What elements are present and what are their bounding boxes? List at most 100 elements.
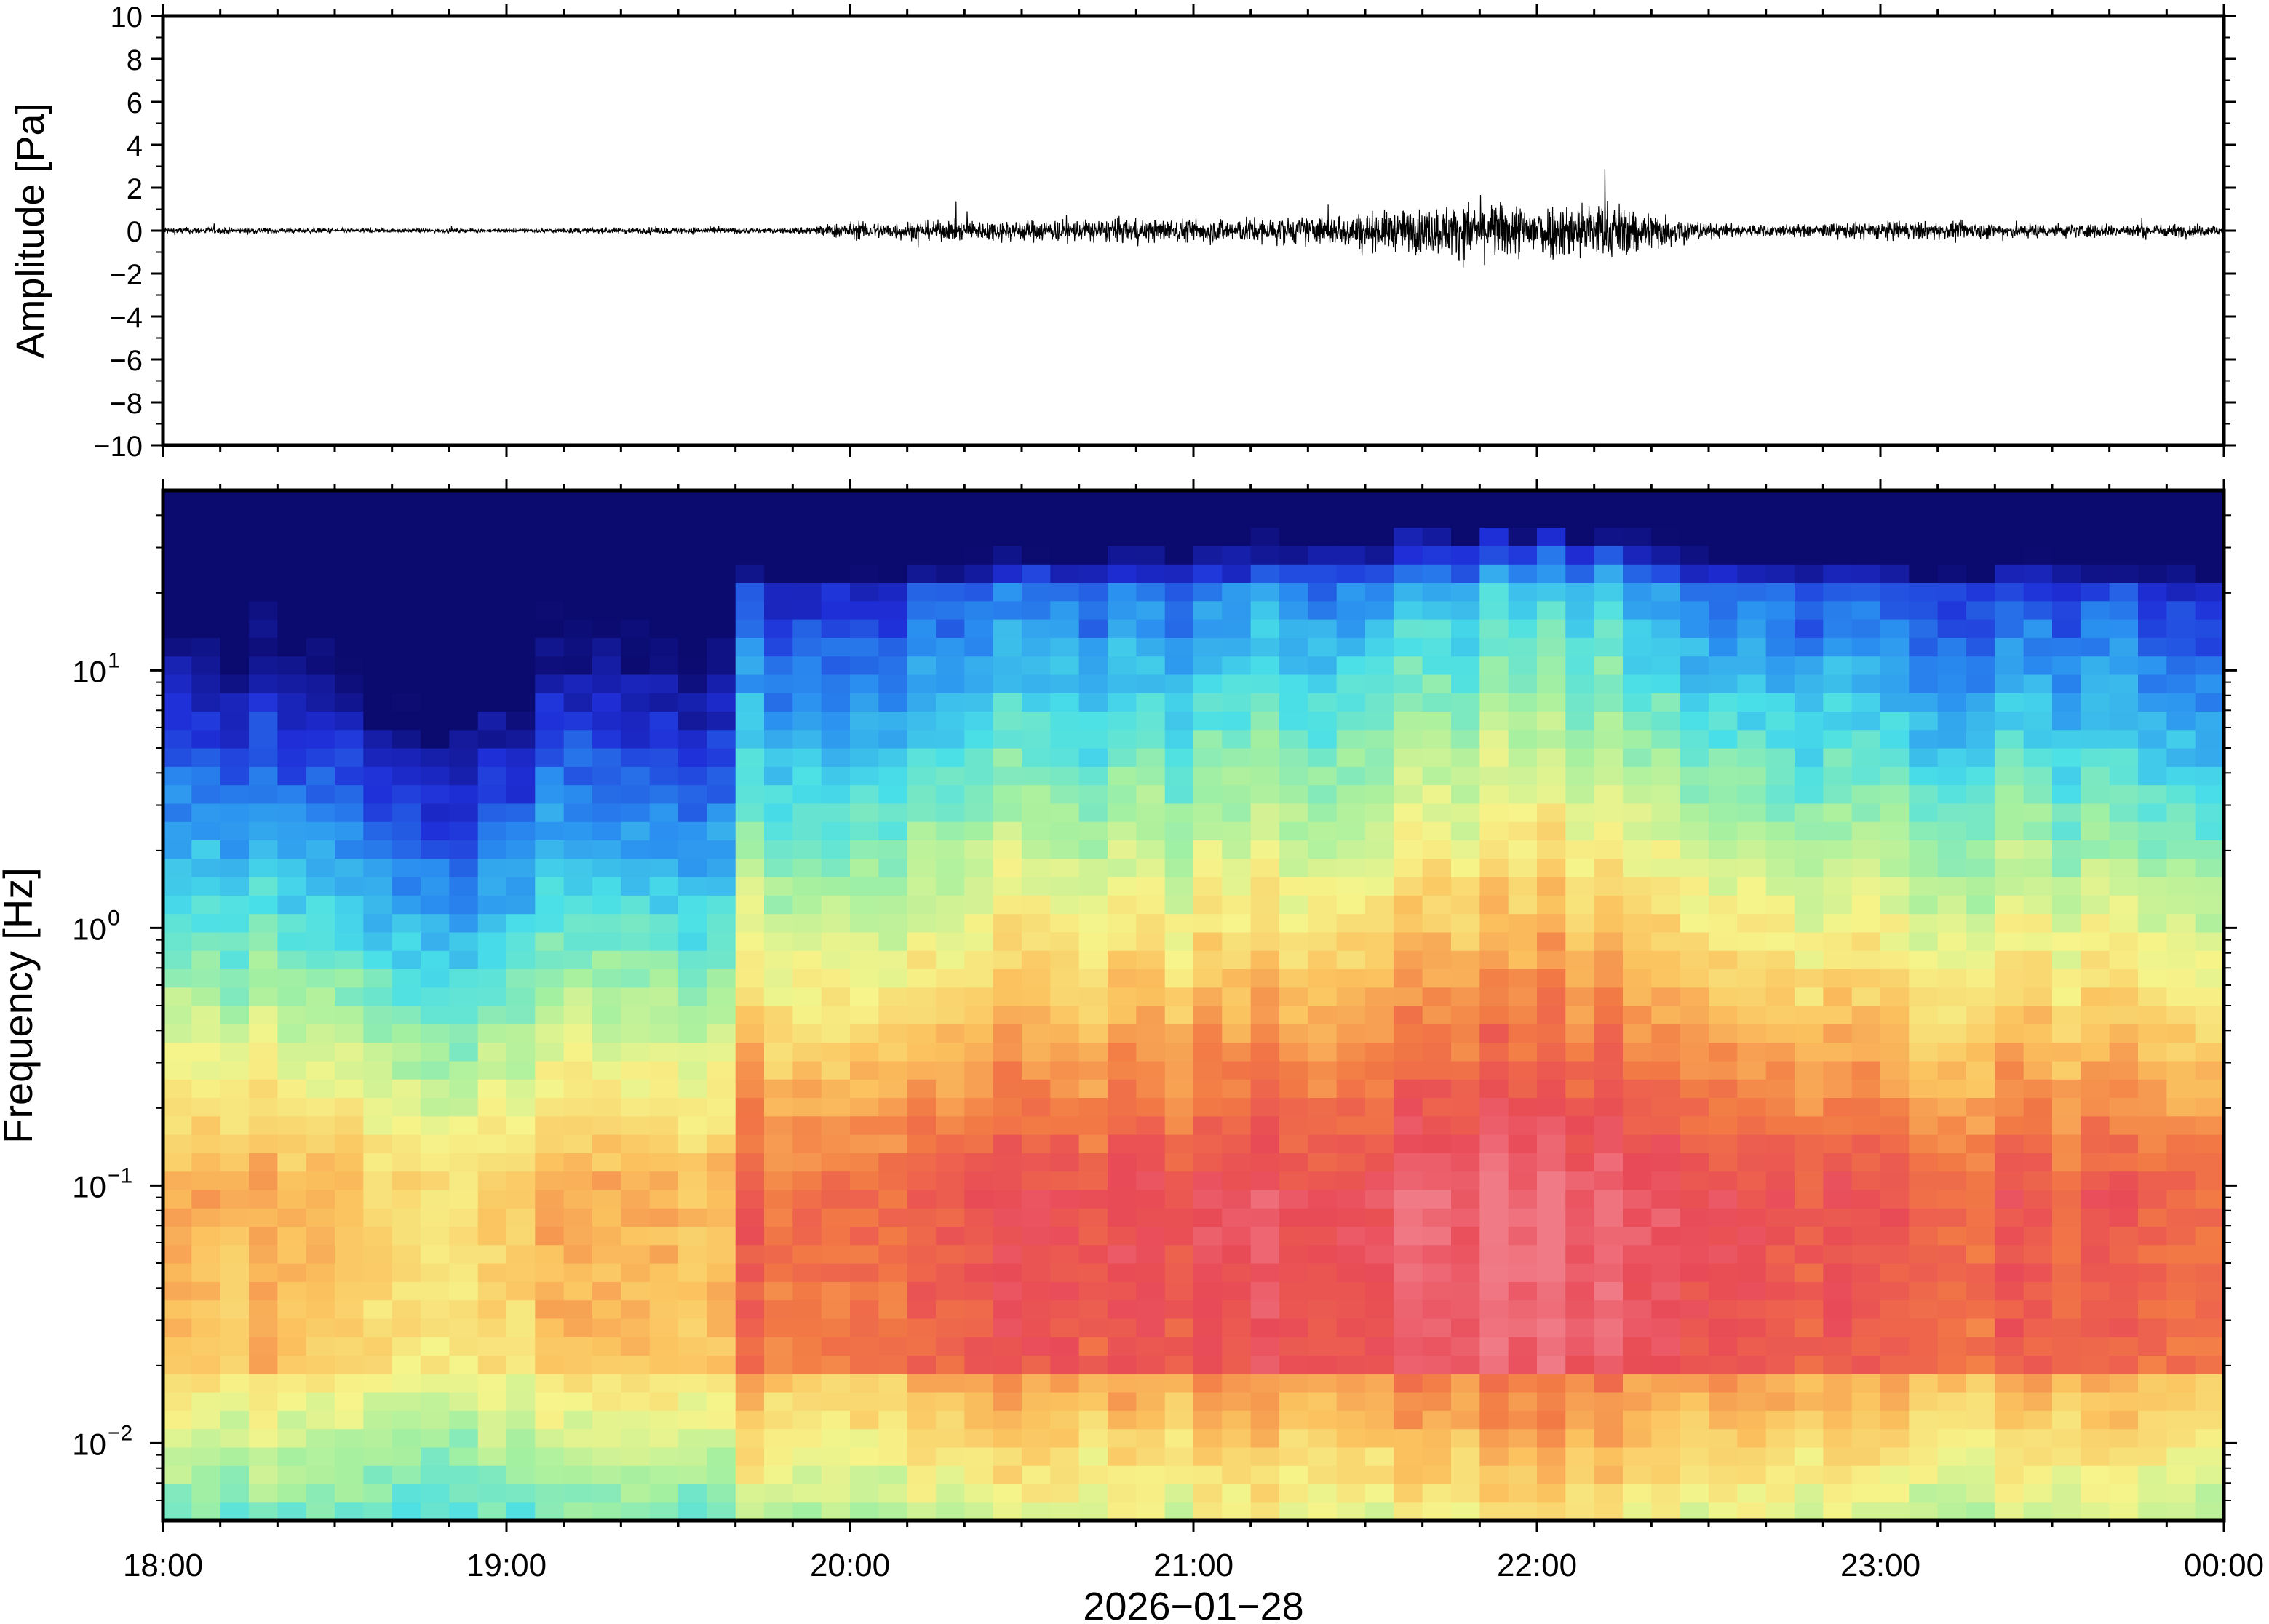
spectrogram-cell	[1995, 1502, 2024, 1521]
spectrogram-cell	[2109, 1134, 2139, 1153]
spectrogram-cell	[163, 1318, 192, 1337]
spectrogram-cell	[1222, 674, 1252, 693]
spectrogram-cell	[1022, 1392, 1051, 1411]
spectrogram-cell	[764, 1171, 793, 1190]
spectrogram-cell	[878, 1373, 908, 1393]
spectrogram-cell	[878, 582, 908, 602]
spectrogram-cell	[993, 931, 1022, 951]
spectrogram-cell	[1308, 1465, 1338, 1484]
spectrogram-cell	[764, 693, 793, 712]
spectrogram-cell	[506, 1337, 536, 1356]
spectrogram-cell	[1050, 600, 1080, 620]
spectrogram-cell	[191, 858, 221, 877]
spectrogram-cell	[1164, 931, 1194, 951]
spectrogram-cell	[191, 1226, 221, 1246]
spectrogram-cell	[421, 1153, 450, 1172]
spectrogram-cell	[936, 711, 965, 731]
spectrogram-cell	[2023, 748, 2053, 767]
spectrogram-cell	[2052, 877, 2081, 896]
spectrogram-cell	[277, 619, 307, 638]
spectrogram-cell	[1565, 711, 1595, 731]
spectrogram-cell	[1909, 1446, 1939, 1466]
spectrogram-cell	[1880, 1006, 1910, 1024]
spectrogram-cell	[163, 656, 192, 675]
spectrogram-cell	[2081, 1410, 2110, 1430]
spectrogram-cell	[1279, 582, 1308, 602]
spectrogram-cell	[1909, 527, 1939, 546]
spectrogram-cell	[363, 637, 393, 657]
spectrogram-cell	[1680, 1097, 1709, 1117]
spectrogram-cell	[2052, 490, 2081, 509]
spectrogram-cell	[2052, 1226, 2081, 1246]
spectrogram-cell	[707, 711, 736, 731]
spectrogram-cell	[563, 545, 593, 565]
spectrogram-cell	[1050, 1446, 1080, 1466]
spectrogram-cell	[1737, 693, 1767, 712]
spectrogram-cell	[2195, 582, 2224, 602]
spectrogram-cell	[1108, 527, 1137, 546]
spectrogram-cell	[649, 490, 679, 509]
spectrogram-cell	[821, 711, 851, 731]
spectrogram-cell	[621, 1318, 651, 1337]
spectrogram-cell	[621, 1226, 651, 1246]
spectrogram-cell	[535, 1006, 565, 1024]
spectrogram-cell	[1394, 1115, 1423, 1135]
spectrogram-cell	[2138, 1079, 2167, 1098]
spectrogram-cell	[764, 1392, 793, 1411]
spectrogram-cell	[1193, 1060, 1223, 1080]
spectrogram-cell	[907, 840, 937, 859]
spectrogram-cell	[563, 1281, 593, 1301]
spectrogram-cell	[1765, 619, 1795, 638]
spectrogram-cell	[1078, 1134, 1108, 1153]
spectrogram-cell	[1651, 1263, 1681, 1282]
spectrogram-cell	[249, 766, 278, 786]
spectrogram-cell	[1308, 1410, 1338, 1430]
spectrogram-cell	[964, 600, 994, 620]
spectrogram-cell	[850, 913, 879, 933]
spectrogram-cell	[1394, 1337, 1423, 1356]
spectrogram-cell	[1709, 582, 1738, 602]
spectrogram-cell	[2081, 1042, 2110, 1062]
spectrogram-cell	[1823, 1337, 1853, 1356]
spectrogram-cell	[649, 656, 679, 675]
spectrogram-cell	[993, 821, 1022, 840]
spectrogram-cell	[1365, 1060, 1394, 1080]
spectrogram-cell	[878, 729, 908, 749]
spectrogram-cell	[936, 968, 965, 988]
spectrogram-cell	[1250, 564, 1280, 583]
spectrogram-cell	[1479, 1134, 1509, 1153]
spectrogram-cell	[306, 1226, 335, 1246]
spectrogram-cell	[964, 1189, 994, 1209]
spectrogram-cell	[1937, 840, 1967, 859]
spectrogram-cell	[306, 1392, 335, 1411]
spectrogram-cell	[1394, 1392, 1423, 1411]
spectrogram-cell	[306, 895, 335, 915]
spectrogram-cell	[477, 527, 507, 546]
spectrogram-cell	[2023, 619, 2053, 638]
spectrogram-cell	[277, 1189, 307, 1209]
spectrogram-cell	[335, 509, 364, 528]
spectrogram-cell	[2052, 656, 2081, 675]
spectrogram-cell	[1078, 600, 1108, 620]
spectrogram-cell	[163, 803, 192, 822]
spectrogram-cell	[1078, 1042, 1108, 1062]
spectrogram-cell	[1651, 1428, 1681, 1448]
spectrogram-cell	[821, 858, 851, 877]
spectrogram-cell	[707, 1337, 736, 1356]
spectrogram-cell	[1651, 766, 1681, 786]
spectrogram-cell	[821, 766, 851, 786]
spectrogram-cell	[907, 858, 937, 877]
spectrogram-cell	[2052, 987, 2081, 1006]
spectrogram-cell	[535, 766, 565, 786]
spectrogram-cell	[2023, 1134, 2053, 1153]
spectrogram-cell	[1823, 895, 1853, 915]
spectrogram-cell	[1222, 1465, 1252, 1484]
spectrogram-cell	[1823, 1153, 1853, 1172]
spectrogram-cell	[735, 674, 765, 693]
spectrogram-cell	[1250, 619, 1280, 638]
spectrogram-cell	[1136, 1097, 1166, 1117]
spectrogram-cell	[563, 1299, 593, 1319]
spectrogram-cell	[1479, 490, 1509, 509]
spectrogram-cell	[1308, 1502, 1338, 1521]
